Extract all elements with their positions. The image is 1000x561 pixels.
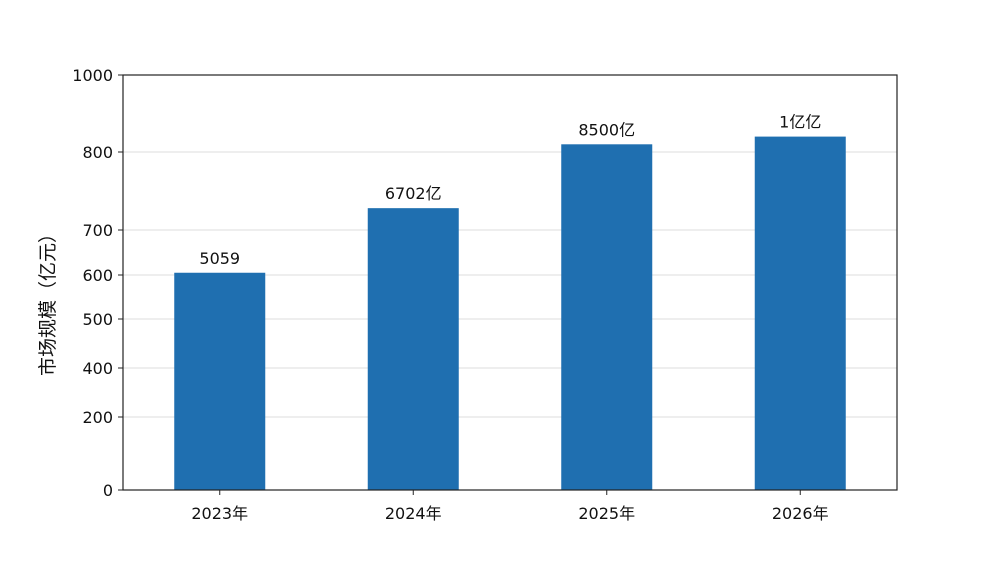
data-label: 8500亿	[578, 120, 635, 139]
plot-frame	[122, 74, 898, 491]
y-tick-label: 400	[82, 359, 113, 378]
x-axis: 2023年 2024年 2025年 2026年	[191, 490, 829, 523]
y-axis-label: 市场规模（亿元）	[37, 224, 59, 376]
y-tick-label: 200	[82, 408, 113, 427]
data-label: 5059	[199, 249, 240, 268]
bar	[754, 136, 846, 490]
x-tick-label: 2024年	[385, 504, 442, 523]
bar	[561, 144, 653, 491]
y-tick-label: 1000	[72, 66, 113, 85]
y-tick-label: 500	[82, 310, 113, 329]
y-tick-label: 700	[82, 221, 113, 240]
data-labels: 5059 6702亿 8500亿 1亿亿	[199, 113, 821, 268]
data-label: 1亿亿	[779, 113, 821, 132]
data-label: 6702亿	[385, 184, 442, 203]
x-tick-label: 2023年	[191, 504, 248, 523]
bar	[174, 272, 266, 490]
bars	[174, 136, 846, 491]
x-tick-label: 2025年	[578, 504, 635, 523]
y-tick-label: 0	[103, 481, 113, 500]
x-tick-label: 2026年	[772, 504, 829, 523]
y-tick-label: 600	[82, 266, 113, 285]
y-axis: 0 200 400 500 600 700 800 1000	[72, 66, 123, 500]
y-tick-label: 800	[82, 143, 113, 162]
bar	[367, 208, 459, 490]
